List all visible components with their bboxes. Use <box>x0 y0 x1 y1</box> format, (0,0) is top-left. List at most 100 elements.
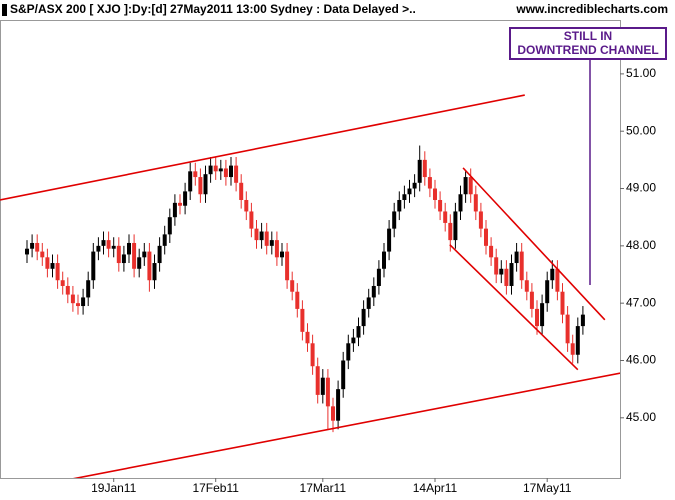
x-tick-label: 17May11 <box>523 481 572 495</box>
candle-body <box>244 199 249 212</box>
trend-line <box>462 167 606 321</box>
candle-body <box>438 199 443 212</box>
candle-body <box>402 194 407 200</box>
candle-body <box>392 211 397 229</box>
candle-body <box>65 285 70 295</box>
candle-body <box>499 268 504 275</box>
x-tick-label: 19Jan11 <box>91 481 136 495</box>
candle-body <box>55 263 60 281</box>
candle-body <box>509 263 514 286</box>
candle-body <box>223 168 228 178</box>
candle-body <box>494 257 499 275</box>
trend-line <box>449 244 579 371</box>
candle-body <box>473 194 478 212</box>
candle-body <box>524 280 529 292</box>
candle-body <box>382 251 386 269</box>
y-tick-label: 45.00 <box>626 410 656 424</box>
candle-body <box>40 251 45 258</box>
candle-body <box>254 228 259 241</box>
candle-body <box>550 268 555 281</box>
candle-body <box>535 308 539 327</box>
candle-body <box>147 251 152 281</box>
candle-body <box>300 308 305 332</box>
candle-body <box>325 377 330 407</box>
candle-body <box>427 177 432 189</box>
annotation-text: DOWNTREND CHANNEL <box>517 43 658 57</box>
candle-body <box>570 343 575 355</box>
y-tick-label: 48.00 <box>626 238 656 252</box>
annotation-text: STILL IN <box>564 29 612 43</box>
x-tick-label: 14Apr11 <box>413 481 458 495</box>
candle-body <box>218 168 223 172</box>
candle-body <box>331 406 335 421</box>
candle-body <box>121 254 126 264</box>
plot <box>0 94 620 478</box>
candle-body <box>489 245 494 258</box>
candle-body <box>193 171 198 178</box>
candle-body <box>346 343 351 361</box>
candle-body <box>310 343 315 367</box>
y-tick-label: 50.00 <box>626 123 656 137</box>
candle-body <box>575 326 580 355</box>
candle-body <box>76 303 80 307</box>
x-tick-label: 17Mar11 <box>300 481 347 495</box>
candle-body <box>106 240 111 249</box>
candle-body <box>453 211 458 241</box>
candle-body <box>290 280 295 292</box>
candle-body <box>305 331 310 344</box>
candle-body <box>366 297 371 309</box>
candle-body <box>45 257 50 269</box>
y-tick-label: 49.00 <box>626 181 656 195</box>
candle-body <box>127 242 131 255</box>
candle-body <box>295 291 300 309</box>
candle-body <box>91 251 96 281</box>
chart-title: S&P/ASX 200 [ XJO ]:Dy:[d] 27May2011 13:… <box>10 2 416 16</box>
candle-body <box>478 211 483 229</box>
candle-body <box>422 159 427 178</box>
candle-body <box>407 188 412 195</box>
candle-body <box>152 263 157 281</box>
candle-body <box>116 245 121 264</box>
candle-body <box>183 191 188 206</box>
candle-body <box>468 177 473 195</box>
candle-body <box>280 251 284 258</box>
candle-body <box>555 268 560 292</box>
candle-body <box>208 165 213 175</box>
candle-body <box>341 360 346 390</box>
candle-body <box>264 231 269 246</box>
candle-body <box>448 222 453 241</box>
candle-body <box>417 159 422 183</box>
candle-body <box>351 337 356 344</box>
candle-body <box>484 228 488 246</box>
candle-body <box>35 242 40 252</box>
candle-body <box>157 245 162 264</box>
candle-body <box>545 280 550 304</box>
candle-body <box>239 182 244 200</box>
candle-body <box>320 377 325 395</box>
candle-body <box>397 199 402 212</box>
y-tick-label: 46.00 <box>626 353 656 367</box>
candle-body <box>371 285 376 298</box>
candle-body <box>167 217 172 235</box>
candle-body <box>229 165 233 178</box>
annotation: STILL IN DOWNTREND CHANNEL <box>509 27 667 285</box>
candle-body <box>565 314 570 344</box>
candle-body <box>433 188 437 200</box>
candle-body <box>172 202 177 218</box>
trend-line <box>72 372 620 478</box>
candle-body <box>519 251 524 281</box>
candle-body <box>30 242 35 249</box>
candle-body <box>463 177 468 195</box>
candle-body <box>580 314 585 327</box>
candle-body <box>142 251 147 258</box>
candle-body <box>96 245 101 252</box>
y-tick-label: 47.00 <box>626 295 656 309</box>
annotation-box <box>509 27 667 60</box>
candle-body <box>560 291 565 315</box>
candle-body <box>274 240 279 258</box>
candle-body <box>504 268 509 286</box>
source: www.incrediblecharts.com <box>515 2 668 16</box>
candle-body <box>86 280 91 298</box>
